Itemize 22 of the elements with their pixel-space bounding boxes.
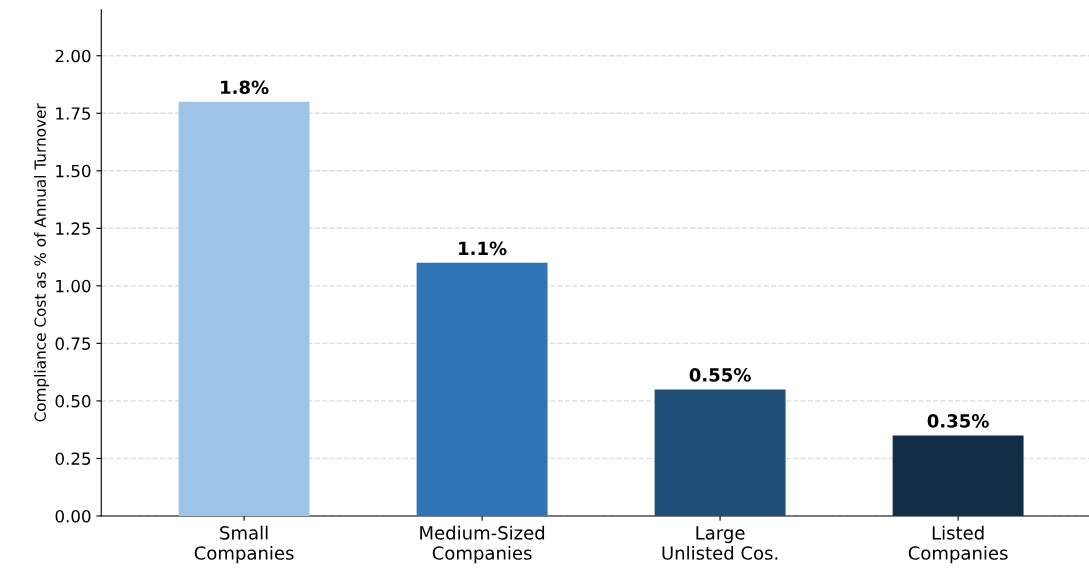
bar	[892, 435, 1024, 516]
text: 0.50	[55, 394, 91, 408]
x-tick-label: Large Unlisted Cos.	[662, 526, 778, 560]
data-label: 0.35%	[927, 414, 989, 428]
data-label: 1.8%	[221, 80, 269, 95]
bar	[654, 389, 786, 516]
x-tick-label: Small Companies	[194, 525, 294, 564]
x-tick-label: Listed Companies	[908, 525, 1008, 564]
text: 1.50	[56, 164, 91, 178]
text: 2.00	[55, 49, 91, 63]
x-tick-label: Medium-Sized Companies	[420, 525, 545, 564]
data-label: 1.1%	[459, 241, 507, 256]
text: 0.25	[55, 452, 91, 465]
y-axis-title: Compliance Cost as % of Annual Turnover	[34, 103, 49, 422]
text: 1.25	[56, 222, 91, 235]
bar	[416, 262, 548, 516]
text: 0.75	[55, 337, 91, 350]
text: 1.75	[56, 107, 91, 120]
data-label: 0.55%	[689, 368, 751, 382]
text: 0.00	[55, 509, 91, 523]
bar	[178, 101, 310, 516]
text: 1.00	[56, 279, 91, 293]
